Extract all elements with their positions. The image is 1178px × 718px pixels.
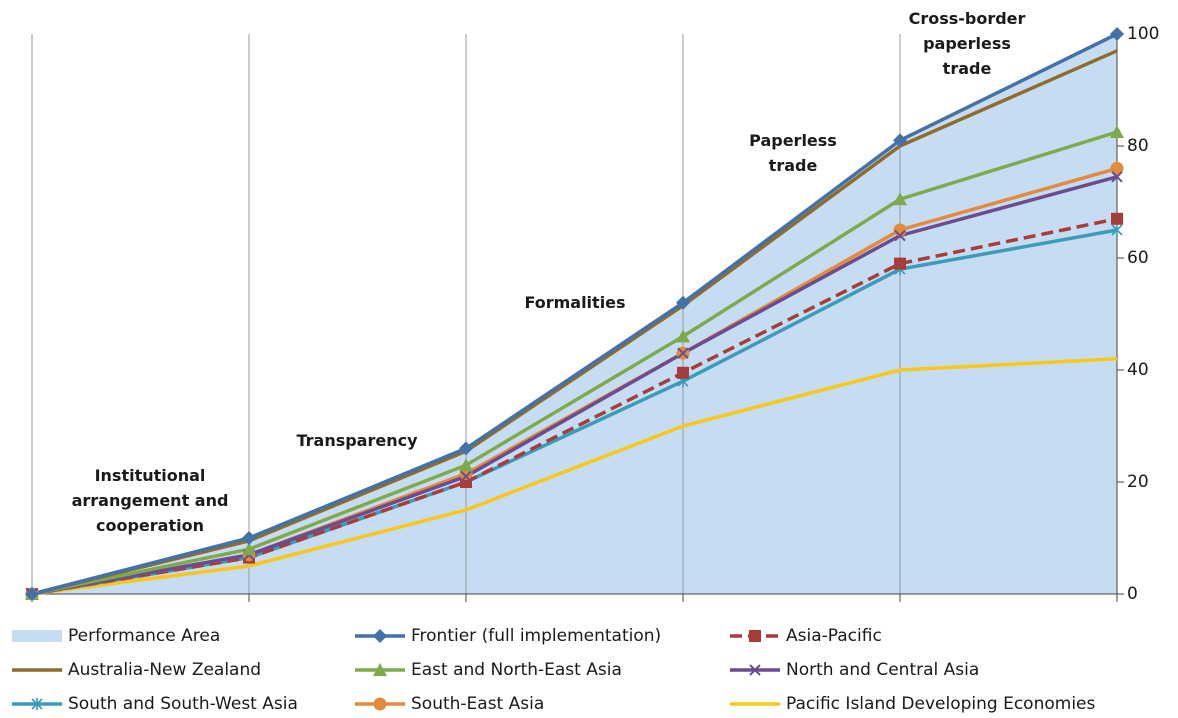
annotation: Paperless trade (749, 131, 837, 175)
legend-label: Pacific Island Developing Economies (786, 694, 1095, 714)
marker (749, 630, 761, 642)
legend-label: East and North-East Asia (411, 660, 622, 680)
marker (749, 664, 761, 676)
marker (460, 470, 472, 483)
marker (459, 458, 473, 472)
marker (1110, 27, 1124, 41)
marker (677, 347, 689, 359)
marker (894, 257, 906, 270)
y-tick-label: 0 (1127, 584, 1138, 604)
series-line (31, 357, 1118, 596)
series-line (31, 217, 1118, 596)
marker (1110, 161, 1124, 175)
legend-label: North and Central Asia (786, 660, 979, 680)
legend-label: Frontier (full implementation) (411, 626, 661, 646)
marker (677, 366, 689, 379)
marker (676, 329, 690, 343)
marker (373, 663, 387, 676)
marker (1111, 171, 1123, 183)
series-line (31, 175, 1118, 596)
legend-label: Asia-Pacific (786, 626, 882, 646)
marker (373, 697, 387, 711)
y-tick-label: 100 (1127, 24, 1159, 44)
series-line (31, 32, 1118, 596)
legend-label: South and South-West Asia (68, 694, 298, 714)
y-tick-label: 20 (1127, 472, 1149, 492)
marker (25, 587, 39, 601)
legend-label: Australia-New Zealand (68, 660, 261, 680)
legend-swatch (12, 630, 62, 642)
annotation: Formalities (524, 293, 626, 312)
y-tick-label: 80 (1127, 136, 1149, 156)
y-tick-label: 60 (1127, 248, 1149, 268)
series-line (31, 49, 1118, 596)
performance-area (32, 34, 1117, 594)
legend-label: South-East Asia (411, 694, 544, 714)
marker (893, 133, 907, 148)
annotation: Cross-border paperless trade (908, 9, 1026, 78)
marker (242, 542, 256, 556)
marker (373, 629, 387, 643)
annotation: Institutional arrangement and cooperatio… (71, 466, 229, 535)
annotation: Transparency (296, 431, 418, 450)
marker (893, 192, 907, 206)
marker (242, 531, 256, 545)
marker (1111, 212, 1123, 225)
marker (1110, 125, 1124, 138)
y-tick-label: 40 (1127, 360, 1149, 380)
marker (459, 441, 473, 456)
legend-label: Performance Area (68, 626, 220, 646)
marker (1111, 224, 1123, 236)
marker (31, 698, 43, 710)
series-line (31, 130, 1118, 596)
marker (676, 295, 690, 310)
marker (894, 229, 906, 242)
